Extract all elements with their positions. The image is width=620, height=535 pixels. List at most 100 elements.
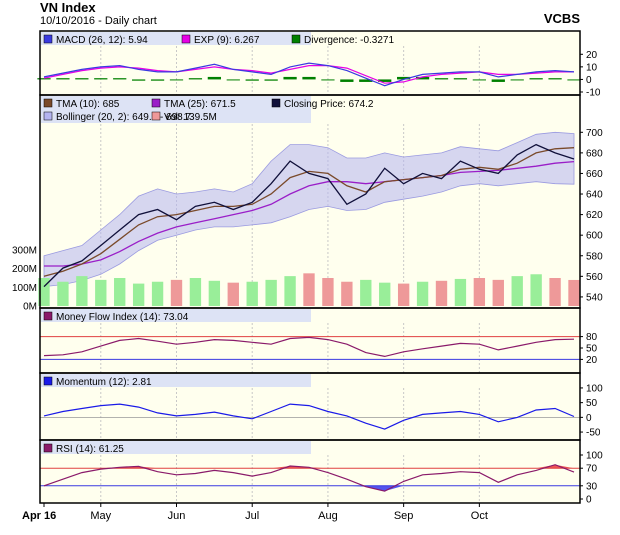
legend-swatch	[151, 98, 161, 108]
legend-label: Money Flow Index (14): 73.04	[56, 312, 189, 323]
volume-bar	[132, 283, 145, 306]
x-tick-label: May	[90, 510, 111, 522]
volume-bar	[492, 279, 504, 306]
y-tick-label: 660	[586, 169, 603, 180]
y-tick-label: 100	[586, 383, 603, 394]
y-tick-label: 540	[586, 292, 603, 303]
divergence-bar	[453, 78, 468, 80]
legend-swatch	[181, 34, 191, 44]
divergence-bar	[302, 76, 316, 80]
chart-subtitle: 10/10/2016 - Daily chart	[40, 15, 157, 27]
bollinger-band	[43, 131, 575, 288]
legend-label: TMA (10): 685	[56, 99, 120, 110]
volume-bar	[568, 279, 580, 306]
divergence-bar	[56, 78, 70, 80]
y-tick-label: 580	[586, 251, 603, 262]
volume-bar	[322, 278, 334, 306]
legend-swatch	[43, 376, 53, 386]
divergence-bar	[283, 76, 297, 80]
legend-label: MACD (26, 12): 5.94	[56, 35, 148, 46]
x-tick-label: Oct	[471, 510, 488, 522]
divergence-bar	[207, 76, 221, 80]
y-tick-label: 0	[586, 413, 592, 424]
y-tick-label: 700	[586, 128, 603, 139]
y-tick-label: 80	[586, 332, 598, 343]
mfi-line	[43, 336, 575, 358]
legend-label: EXP (9): 6.267	[194, 35, 260, 46]
y-tick-label: 20	[586, 355, 598, 366]
legend-label: RSI (14): 61.25	[56, 444, 124, 455]
legend-swatch	[291, 34, 301, 44]
panel-price-legend-bg	[41, 96, 311, 123]
divergence-bar	[264, 79, 278, 81]
volume-bar	[246, 281, 258, 306]
volume-bar	[189, 278, 202, 306]
broker-label: VCBS	[543, 11, 580, 26]
legend-swatch	[43, 443, 53, 453]
closing-price-line	[43, 143, 575, 288]
y-tick-label: 100	[586, 451, 603, 462]
panel-momentum-legend-bg	[41, 374, 311, 387]
panel-rsi-legend-bg	[41, 441, 311, 454]
y-tick-label: 50	[586, 398, 598, 409]
volume-bar	[170, 279, 183, 306]
x-tick-label: Jun	[168, 510, 186, 522]
y-tick-label: -50	[586, 428, 601, 439]
divergence-bar	[321, 79, 335, 81]
y-tick-label: 600	[586, 231, 603, 242]
divergence-bar	[37, 78, 51, 80]
volume-bar	[473, 278, 486, 306]
volume-bar	[284, 276, 296, 306]
legend-label: TMA (25): 671.5	[164, 99, 236, 110]
vol-tick-label: 0M	[23, 302, 37, 313]
volume-bar	[57, 281, 69, 306]
y-tick-label: 620	[586, 210, 603, 221]
vol-tick-label: 100M	[12, 283, 37, 294]
y-tick-label: 560	[586, 272, 603, 283]
divergence-bar	[245, 79, 259, 81]
x-tick-label: Apr 16	[22, 510, 56, 522]
volume-bar	[511, 276, 523, 306]
volume-bar	[379, 282, 391, 306]
legend-label: Momentum (12): 2.81	[56, 377, 152, 388]
legend-swatch	[151, 111, 161, 121]
divergence-bar	[75, 78, 89, 80]
panel-rsi-frame	[39, 439, 581, 504]
volume-bar	[360, 279, 372, 306]
divergence-bar	[359, 79, 373, 82]
y-tick-label: 30	[586, 481, 598, 492]
legend-swatch	[43, 34, 53, 44]
volume-bar	[114, 278, 126, 306]
volume-bar	[341, 281, 353, 306]
volume-bar	[151, 281, 164, 306]
volume-bar	[95, 279, 107, 306]
chart-title: VN Index	[40, 0, 96, 15]
divergence-bar	[113, 78, 127, 80]
legend-swatch	[43, 311, 53, 321]
y-tick-label: 20	[586, 50, 598, 61]
volume-bar	[38, 278, 50, 306]
legend-swatch	[271, 98, 281, 108]
divergence-bar	[340, 79, 354, 82]
legend-swatch	[43, 111, 53, 121]
macd-line	[43, 62, 575, 87]
divergence-bar	[150, 79, 165, 81]
divergence-bar	[397, 76, 411, 80]
divergence-bar	[529, 78, 543, 80]
y-tick-label: -10	[586, 88, 601, 99]
volume-bar	[435, 280, 448, 306]
volume-bar	[530, 274, 542, 306]
volume-bar	[397, 283, 410, 306]
y-tick-label: 680	[586, 148, 603, 159]
divergence-bar	[567, 79, 581, 81]
y-tick-label: 70	[586, 464, 598, 475]
divergence-bar	[188, 78, 203, 80]
vol-tick-label: 200M	[12, 264, 37, 275]
x-tick-label: Jul	[245, 510, 259, 522]
y-tick-label: 640	[586, 190, 603, 201]
x-tick-label: Aug	[318, 510, 338, 522]
legend-label: Bollinger (20, 2): 649.5 - 698.7	[56, 112, 192, 123]
divergence-bar	[132, 79, 146, 81]
volume-bar	[227, 282, 239, 306]
